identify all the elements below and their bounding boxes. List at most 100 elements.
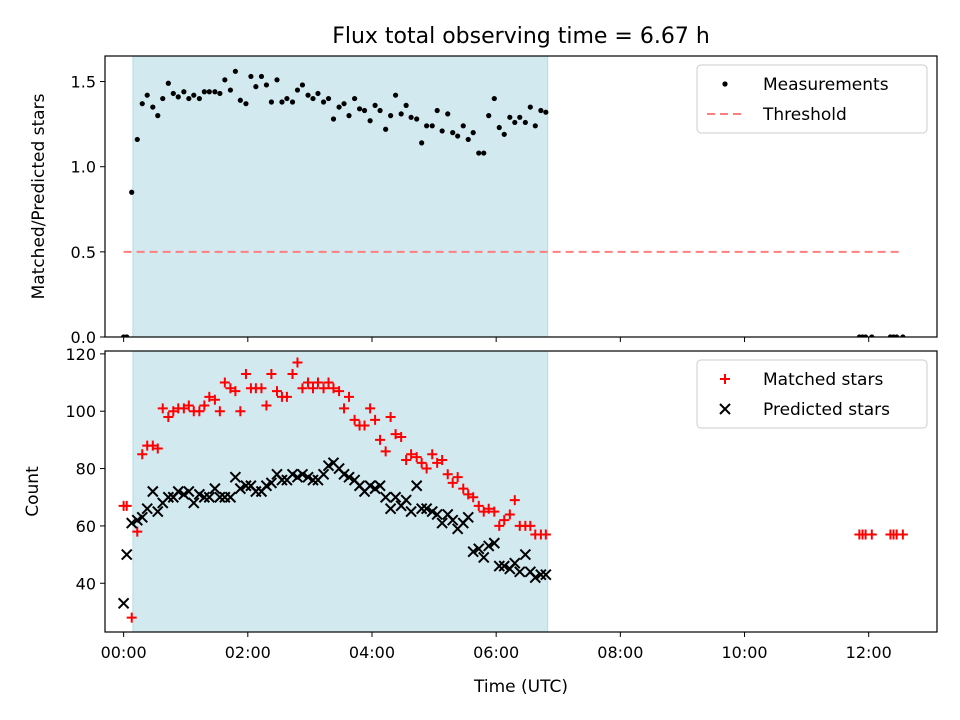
predicted-star-point (488, 537, 501, 549)
matched-star-point (219, 377, 230, 388)
predicted-star-point (203, 491, 216, 503)
measurement-point (243, 101, 249, 107)
x-tick-label: 12:00 (846, 643, 892, 662)
measurement-point (372, 102, 378, 108)
measurement-point (191, 92, 197, 98)
matched-star-point (235, 406, 246, 417)
measurement-point (258, 73, 265, 80)
predicted-star-point (493, 560, 505, 572)
predicted-star-point (498, 560, 510, 572)
matched-star-point (375, 434, 386, 445)
predicted-star-point (234, 482, 247, 495)
measurement-point (248, 73, 254, 80)
predicted-star-point (535, 568, 547, 581)
measurement-point (367, 118, 373, 124)
legend-label: Measurements (763, 75, 889, 95)
matched-star-point (334, 386, 345, 397)
matched-star-point (312, 377, 323, 388)
matched-star-point (308, 383, 318, 394)
y-tick-label: 40 (76, 574, 96, 593)
measurement-point (263, 82, 270, 88)
x-tick-label: 08:00 (597, 643, 643, 662)
measurement-point (501, 131, 507, 137)
predicted-star-point (147, 485, 159, 498)
y-tick-label: 80 (76, 460, 96, 479)
predicted-star-point (467, 546, 479, 558)
predicted-star-point (343, 471, 355, 483)
measurement-point (253, 84, 259, 90)
measurement-point (517, 114, 523, 120)
x-tick-label: 00:00 (101, 643, 147, 662)
matched-star-point (204, 391, 215, 402)
matched-star-point (427, 449, 438, 460)
measurement-point (414, 116, 420, 122)
measurement-point (170, 90, 176, 97)
matched-star-point (292, 357, 303, 368)
predicted-star-point (446, 514, 459, 526)
measurement-point (279, 99, 285, 105)
measurement-point (201, 89, 207, 95)
measurement-point (403, 102, 409, 108)
measurement-point (869, 334, 875, 337)
measurement-point (150, 104, 156, 110)
measurement-point (419, 140, 425, 146)
matched-star-point (339, 403, 350, 414)
matched-star-point (370, 414, 381, 425)
measurement-point (491, 95, 497, 102)
measurement-point (346, 113, 352, 119)
measurement-point (165, 80, 171, 86)
measurement-point (217, 90, 223, 97)
matched-star-point (261, 400, 272, 411)
measurement-point (388, 113, 394, 119)
measurement-point (894, 334, 900, 337)
measurement-point (522, 119, 528, 126)
matched-star-point (199, 400, 210, 411)
predicted-star-point (400, 494, 412, 506)
measurement-point (429, 123, 435, 129)
predicted-star-point (529, 571, 541, 584)
axes-frame (104, 350, 938, 633)
x-axis-label: Time (UTC) (473, 677, 568, 697)
matched-star-point (287, 368, 298, 379)
predicted-star-point (121, 548, 133, 561)
predicted-star-point (509, 557, 521, 569)
matched-star-point (297, 383, 308, 394)
predicted-star-point (209, 482, 221, 495)
measurement-point (144, 92, 150, 98)
matched-star-point (390, 429, 401, 440)
measurement-point (465, 136, 471, 143)
matched-star-point (489, 506, 500, 517)
matched-star-point (866, 529, 877, 540)
y-tick-label: 120 (65, 345, 96, 364)
matched-star-point (385, 411, 396, 422)
matched-star-point (447, 477, 458, 488)
measurement-point (181, 89, 187, 95)
predicted-star-point (405, 505, 417, 518)
measurement-point (222, 77, 228, 83)
measurement-point (543, 109, 549, 115)
predicted-star-point (152, 505, 164, 518)
measurement-point (206, 89, 212, 95)
matched-star-point (132, 526, 143, 537)
measurement-point (439, 128, 445, 134)
measurement-point (227, 87, 234, 93)
matched-star-point (121, 500, 132, 511)
matched-star-point (540, 529, 551, 540)
matched-star-point (240, 368, 251, 379)
predicted-star-point (172, 485, 184, 498)
predicted-star-point (240, 480, 252, 492)
predicted-star-point (188, 497, 200, 509)
measurement-point (268, 99, 274, 105)
matched-star-point (137, 449, 148, 460)
measurement-point (299, 82, 306, 88)
legend-label: Threshold (762, 105, 847, 125)
measurement-point (336, 104, 342, 110)
legend: Measurements Threshold (696, 64, 928, 134)
matched-star-point (214, 406, 225, 417)
measurement-point (232, 68, 238, 74)
measurement-point (455, 133, 461, 139)
measurement-point (377, 107, 383, 114)
matched-star-point (209, 394, 220, 405)
x-tick-label: 06:00 (473, 643, 519, 662)
legend: Matched stars Predicted stars (696, 359, 928, 429)
